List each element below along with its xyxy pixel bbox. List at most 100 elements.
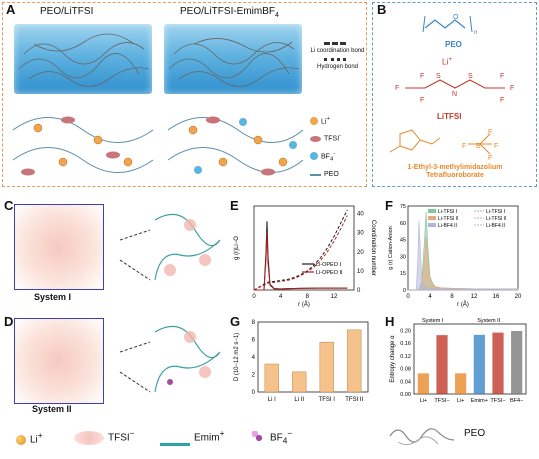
x-axis-label: r (Å) [298,301,310,308]
y-axis-label: Entropy change α [390,335,396,383]
bar [511,331,523,394]
peo-chain-icon-bottom [389,428,455,446]
svg-text:F: F [510,85,514,92]
bar [347,329,362,393]
bar [455,373,467,394]
y-tick-label: 75 [400,204,406,210]
bar [264,363,279,393]
y-right-tick-label: 20 [357,250,364,256]
svg-text:B: B [476,143,481,150]
y-tick-label: 0 [403,288,406,294]
water-box-right [164,24,302,94]
y-tick-label: 2 [252,373,256,379]
litfsi-label: LiTFSI [437,112,462,121]
polymer-chains-right [168,38,300,87]
bar [436,335,448,394]
y-tick-label: 45 [400,238,406,244]
y-tick-label: 0.00 [400,392,411,398]
li-coordination-icon [324,42,346,48]
li-coord-label: Li coordination bond [310,48,365,54]
legend-label-right: Li-TFSI I [486,209,505,215]
bar [319,341,334,393]
x-tick-label: 12 [471,294,478,300]
y-right-axis-label: Coordination number [370,220,376,276]
li-ion-icon [310,117,318,126]
x-tick-label: 0 [406,294,410,300]
peo-label: PEO [445,40,462,49]
svg-text:N: N [452,91,457,98]
x-tick-label: 4 [279,294,283,300]
coordination-schematic [12,116,304,176]
svg-text:F: F [420,97,424,104]
chart-f: 0 4 8 12 16 20 0 15 30 45 60 75 r (Å) g (r) Cation-An… [388,204,522,308]
y-tick-label: 0.04 [400,379,411,385]
svg-text:F: F [494,143,498,150]
x-tick-label: Li I [268,397,276,403]
chart-e: 0 4 8 12 0 10 20 30 40 r (Å) g (r)Li−O Coordination… [234,205,376,308]
legend-tfsi: TFSI− [74,428,135,445]
y-right-tick-label: 10 [357,269,364,275]
system-i-zoom [119,213,221,281]
system-ii-box [14,318,104,404]
series-line [254,232,348,291]
y-tick-label: 30 [400,254,406,260]
x-tick-label: BF4− [510,398,523,404]
x-tick-label: 8 [450,294,454,300]
hbond-label: Hydrogen bond [316,64,359,70]
legend-label: Li-OPEO I [316,262,342,268]
x-tick-label: 12 [331,294,338,300]
system-i-box [14,204,104,290]
x-tick-label: 20 [515,294,522,300]
x-tick-label: 16 [493,294,500,300]
legend-label-right: Li-BF4 II [486,223,505,229]
group-label: System II [477,318,500,324]
hydrogen-bond-icon [324,58,346,64]
li-label: Li+ [442,56,453,67]
y-right-tick-label: 0 [357,288,361,294]
y-tick-label: 0 [252,390,256,396]
plot-frame [257,321,369,393]
panel-a-species-legend: Li+ TFSI- BF4- PEO [310,112,366,182]
y-tick-label: 60 [400,221,406,227]
panel-g-letter: G [230,314,241,329]
tfsi-molecule-icon [74,430,104,445]
svg-text:S: S [468,73,473,80]
y-tick-label: 15 [400,271,406,277]
bottom-legend: Li+ TFSI− Emim+ BF4− PEO [8,424,533,454]
y-tick-label: 0.20 [400,328,411,334]
x-tick-label: TFSI I [319,397,336,403]
group-label: System I [422,318,444,324]
panel-a-title-right: PEO/LiTFSI-EmimBF4 [180,6,279,19]
y-right-tick-label: 40 [357,212,364,218]
peo-structure: O n [422,14,477,36]
legend-label: Li-TFSI I [438,209,457,215]
y-tick-label: 6 [252,338,256,344]
bar [417,373,429,394]
tfsi-ion-icon [310,135,321,142]
system-ii-zoom [119,325,221,393]
li-sphere-icon [16,434,26,445]
svg-text:F: F [395,85,399,92]
y-axis-label: g (r)Li−O [234,236,240,260]
y-tick-label: 0.08 [400,367,411,373]
legend-li: Li+ [16,430,43,445]
svg-text:F: F [488,129,492,136]
series-area [408,220,519,291]
x-tick-label: 8 [306,294,310,300]
bf4-ion-icon [310,152,318,161]
panel-h-letter: H [385,314,395,329]
legend-peo: PEO [464,428,486,439]
x-tick-label: TFSI− [490,398,505,404]
system-ii-label: System II [32,404,72,414]
legend-swatch [428,209,436,213]
panel-e-letter: E [230,198,239,213]
series-line [253,215,348,291]
svg-text:F: F [488,155,492,162]
legend-swatch [428,223,436,227]
panel-a-bond-legend: Li coordination bond Hydrogen bond [310,42,365,70]
panel-c-letter: C [4,198,14,213]
x-tick-label: 4 [428,294,432,300]
x-tick-label: Li II [294,397,304,403]
bar [292,371,307,393]
x-tick-label: TFSI II [345,397,363,403]
